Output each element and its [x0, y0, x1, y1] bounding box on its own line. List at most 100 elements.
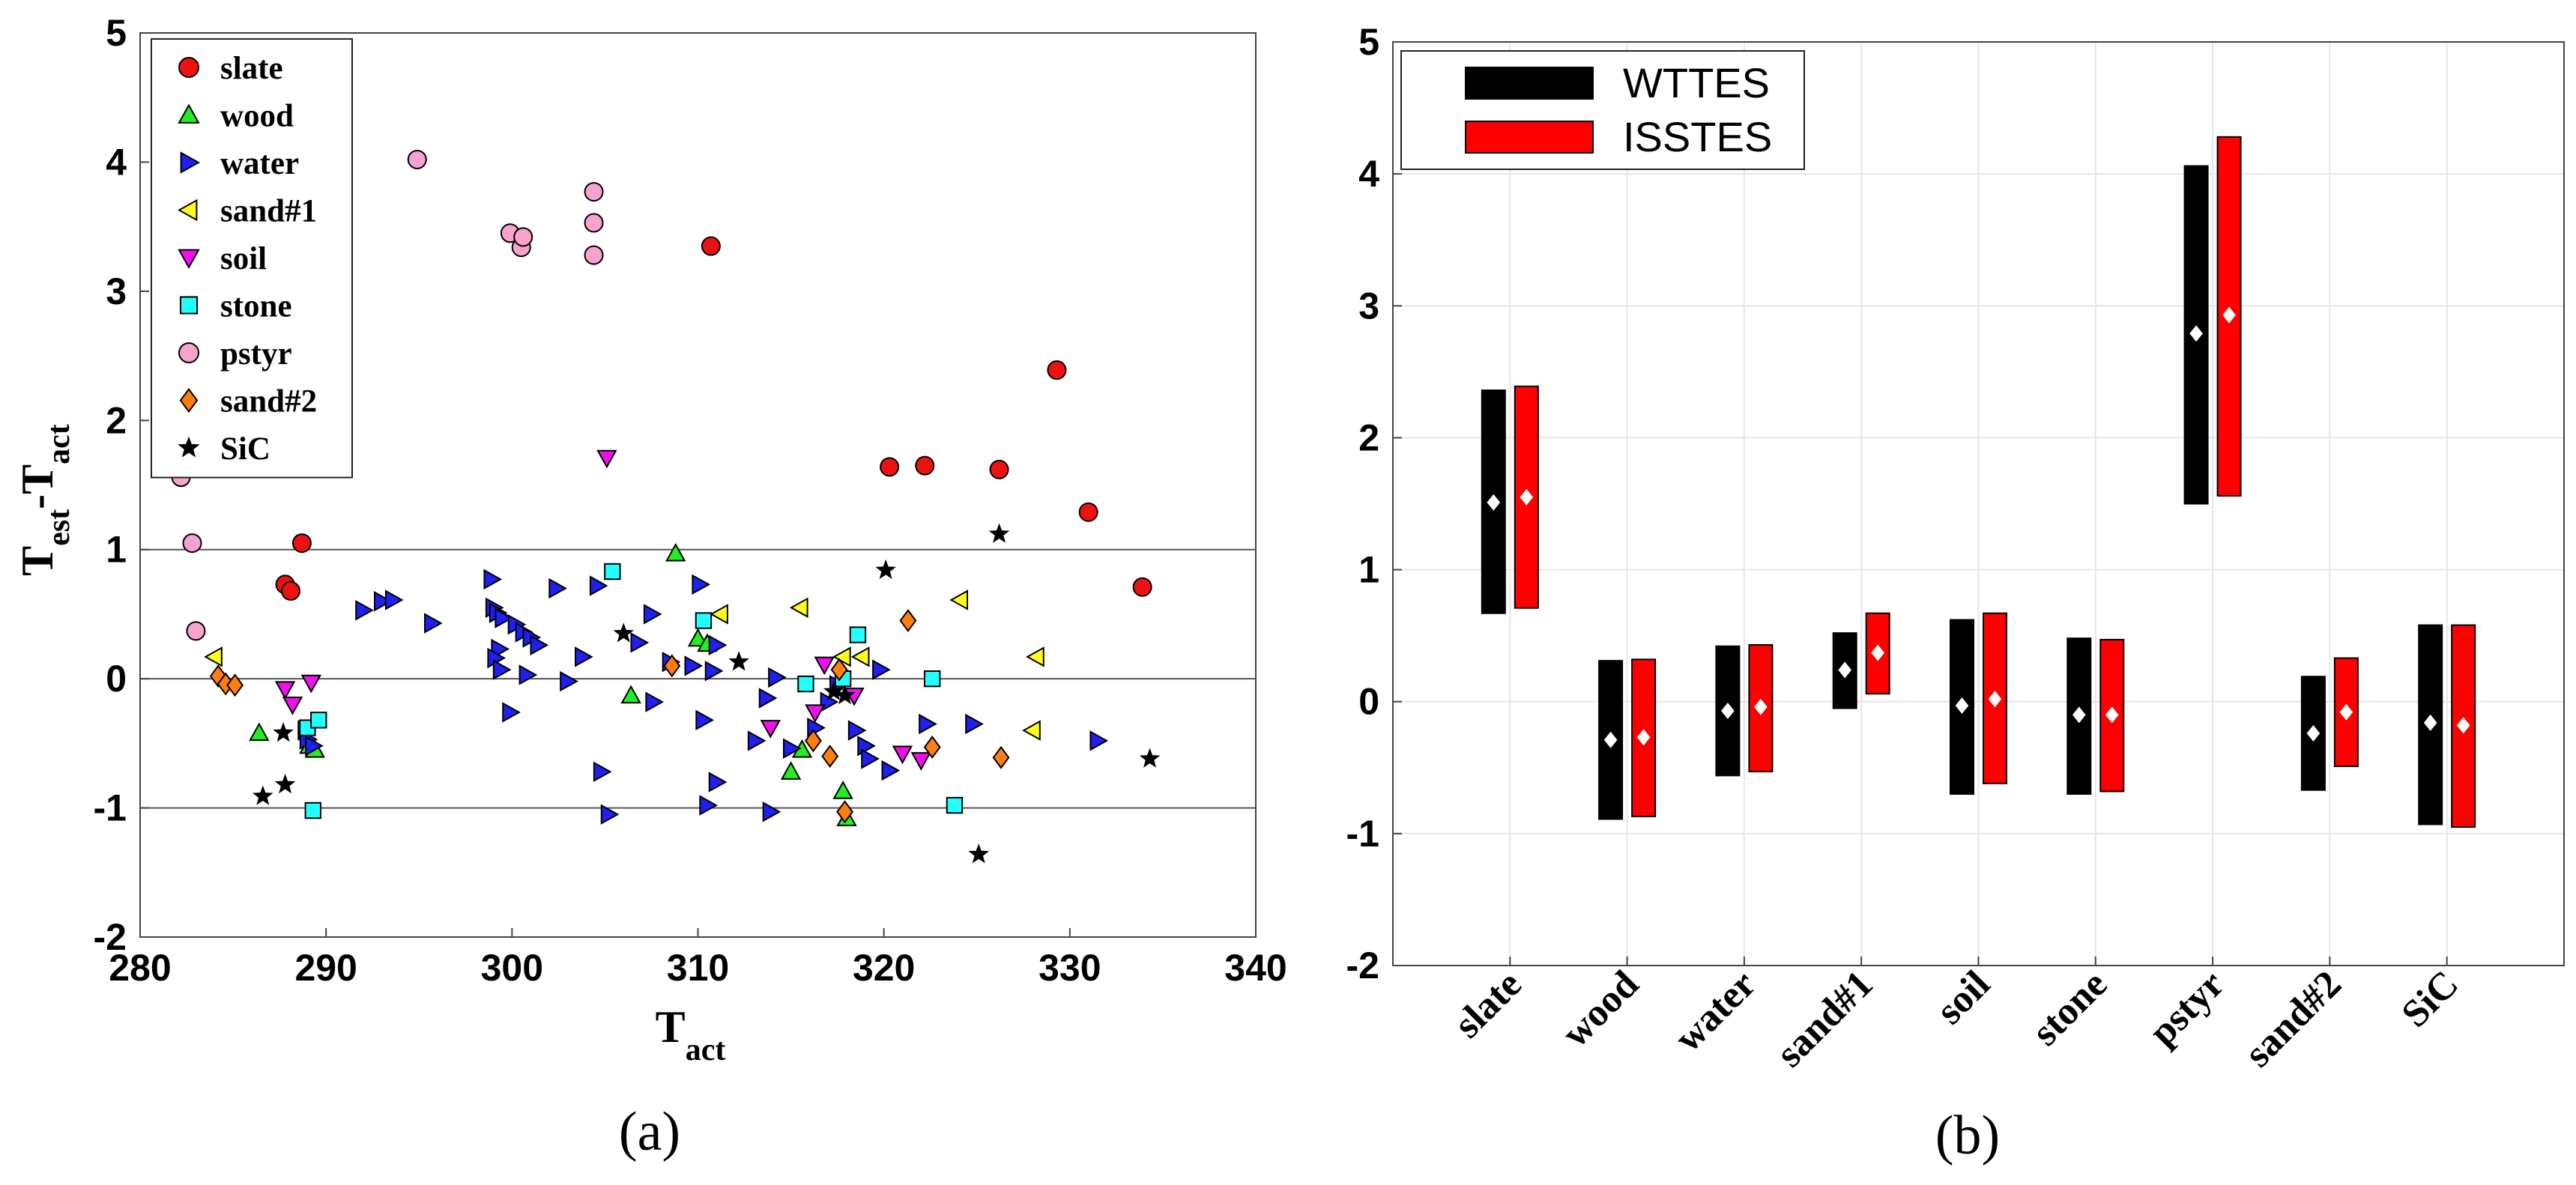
- scatter-points: [171, 149, 1161, 864]
- range-bar-isstes-sic: [2451, 624, 2476, 828]
- point-sic: [823, 680, 844, 701]
- scatter-y-axis-label: Test-Tact: [13, 424, 76, 576]
- y-tick-label: 2: [106, 399, 127, 441]
- point-sand2: [923, 736, 941, 760]
- legend-label-slate: slate: [220, 51, 283, 86]
- series-slate: [275, 236, 1152, 601]
- y-axis-label-part: T: [13, 546, 62, 576]
- point-water: [919, 713, 937, 735]
- legend-label-wttes: WTTES: [1623, 59, 1770, 106]
- point-sic: [1139, 748, 1161, 768]
- point-sic: [968, 843, 989, 864]
- x-tick-label: 320: [853, 947, 915, 989]
- point-water: [758, 688, 778, 709]
- legend-label-sand1: sand#1: [220, 194, 317, 229]
- x-tick-label: 300: [481, 947, 543, 989]
- y-tick-label: 1: [106, 529, 127, 571]
- y-tick-label: -2: [94, 916, 127, 958]
- point-wood: [620, 685, 641, 704]
- point-water: [305, 736, 324, 757]
- mean-marker-wttes-stone: [2072, 706, 2086, 724]
- point-stone: [310, 712, 327, 729]
- point-wood: [832, 781, 853, 799]
- point-slate: [880, 457, 900, 477]
- legend-marker-wood: [178, 103, 200, 124]
- point-slate: [1078, 502, 1098, 522]
- legend-marker-sand2: [179, 387, 199, 413]
- point-soil: [282, 697, 303, 715]
- point-stone: [604, 563, 621, 581]
- series-sand1: [204, 590, 1044, 741]
- point-wood: [249, 722, 270, 742]
- legend-marker-water: [180, 151, 201, 174]
- legend-marker-pstyr: [178, 342, 199, 363]
- point-water: [695, 709, 715, 731]
- series-sand2: [209, 609, 1010, 824]
- x-tick-label: 330: [1038, 947, 1101, 989]
- point-water: [548, 578, 567, 599]
- point-wood: [780, 761, 802, 780]
- point-water: [630, 632, 650, 653]
- point-sand1: [1026, 646, 1044, 667]
- point-water: [881, 760, 901, 781]
- mean-marker-isstes-slate: [1520, 488, 1534, 506]
- point-sic: [273, 722, 294, 742]
- point-soil: [814, 656, 835, 676]
- point-sand2: [663, 654, 681, 678]
- point-sand2: [804, 729, 822, 753]
- point-water: [502, 702, 521, 723]
- point-water: [384, 590, 404, 610]
- mean-marker-isstes-sand2: [2339, 703, 2353, 721]
- point-sic: [728, 651, 749, 671]
- x-tick-label: 340: [1224, 947, 1287, 989]
- point-soil: [892, 745, 913, 765]
- point-sand2: [899, 609, 917, 633]
- point-water: [575, 646, 593, 667]
- point-sand1: [710, 604, 728, 625]
- mean-marker-isstes-sand1: [1871, 644, 1884, 661]
- legend-swatch-wttes: [1465, 67, 1594, 100]
- mean-marker-wttes-slate: [1487, 494, 1501, 511]
- point-water: [1089, 730, 1109, 751]
- point-slate: [291, 533, 312, 554]
- point-water: [424, 613, 443, 634]
- y-axis-label-subscript: act: [42, 424, 76, 464]
- point-water: [530, 634, 549, 656]
- range-bars: [1481, 136, 2476, 828]
- panel-label-b: (b): [1935, 1105, 2000, 1166]
- mean-marker-wttes-water: [1721, 703, 1735, 720]
- point-water: [747, 730, 767, 751]
- point-pstyr: [182, 533, 202, 554]
- point-water: [374, 590, 393, 612]
- point-water: [518, 664, 538, 685]
- point-pstyr: [186, 621, 206, 641]
- y-tick-label: 5: [106, 12, 127, 54]
- point-water: [782, 738, 802, 759]
- point-stone: [695, 612, 713, 629]
- point-water: [495, 607, 513, 628]
- point-water: [645, 691, 664, 712]
- mean-marker-wttes-pstyr: [2189, 325, 2203, 342]
- legend-label-wood: wood: [220, 99, 294, 134]
- point-sand1: [832, 646, 851, 667]
- legend-marker-stone: [179, 296, 199, 315]
- point-water: [708, 772, 728, 792]
- mean-marker-isstes-wood: [1636, 729, 1651, 746]
- mean-marker-isstes-stone: [2105, 706, 2119, 724]
- scatter-reference-lines: [140, 548, 1256, 809]
- point-stone: [849, 626, 867, 643]
- point-slate: [989, 459, 1009, 479]
- point-water: [600, 804, 620, 825]
- point-sand2: [992, 745, 1010, 769]
- point-pstyr: [584, 245, 604, 265]
- mean-marker-isstes-water: [1754, 698, 1768, 715]
- point-sand2: [821, 745, 839, 769]
- point-water: [483, 569, 503, 590]
- point-sand1: [949, 590, 969, 610]
- point-pstyr: [407, 149, 427, 169]
- point-sic: [274, 774, 296, 794]
- point-water: [643, 604, 662, 625]
- y-tick-label: 2: [1358, 416, 1379, 458]
- point-pstyr: [513, 227, 533, 247]
- range-bar-legend: WTTES ISSTES: [1400, 50, 1805, 170]
